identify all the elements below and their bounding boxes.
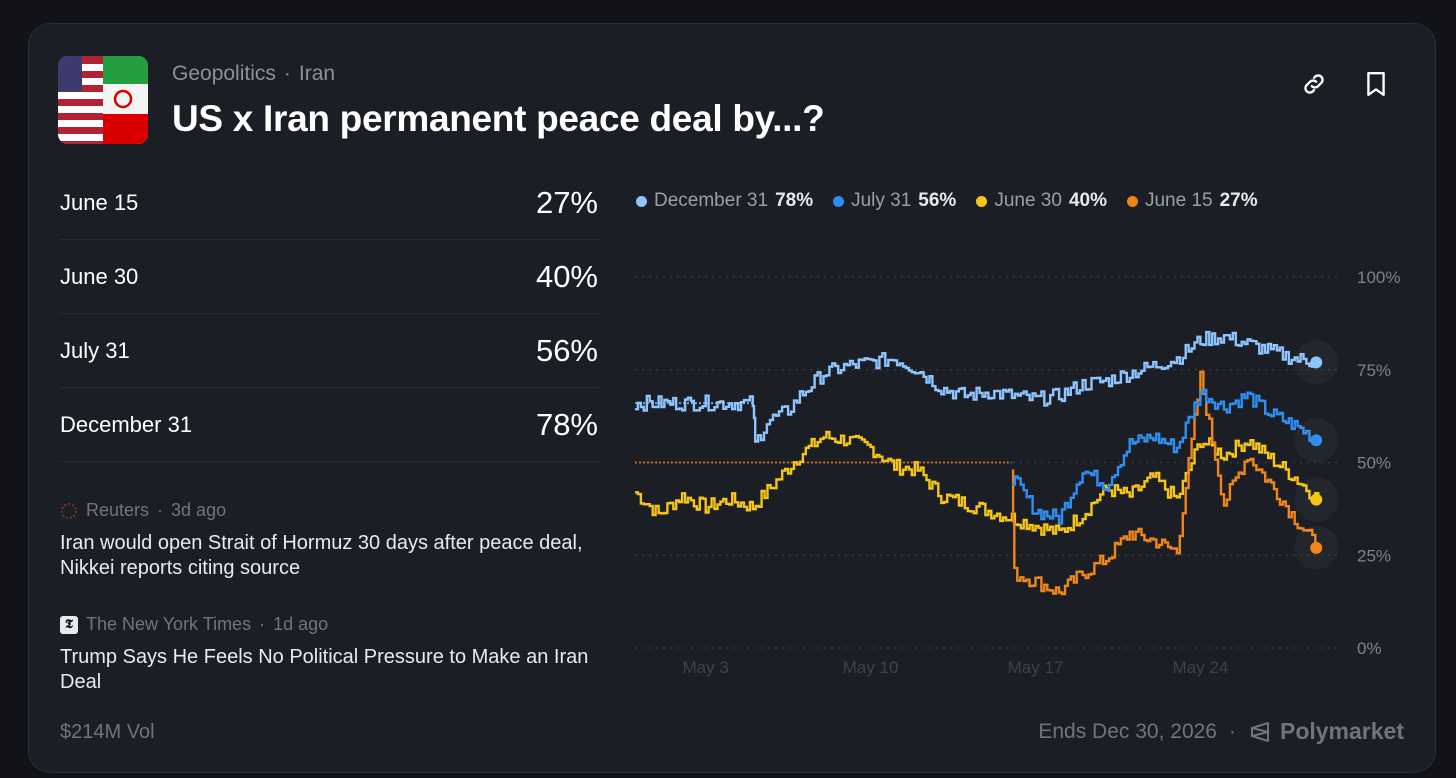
news-headline: Iran would open Strait of Hormuz 30 days… xyxy=(60,532,583,579)
legend-dot xyxy=(1126,195,1138,207)
polymarket-logo-icon xyxy=(1250,721,1269,742)
link-icon xyxy=(1304,74,1324,94)
breadcrumb-subcategory[interactable]: Iran xyxy=(298,62,336,85)
legend-value: 78% xyxy=(775,190,814,211)
outcome-row[interactable]: June 30 40% xyxy=(60,240,598,314)
footer-info: Ends Dec 30, 2026 · Polymarket xyxy=(1038,718,1404,745)
news-dot: · xyxy=(259,614,266,634)
outcome-percent: 56% xyxy=(535,332,598,368)
breadcrumb-separator: · xyxy=(283,62,291,85)
end-date: Ends Dec 30, 2026 xyxy=(1038,719,1217,743)
series-line xyxy=(635,330,1320,443)
footer-dot: · xyxy=(1228,719,1236,743)
volume-label: $214M Vol xyxy=(60,721,155,743)
news-item[interactable]: 𝕿 The New York Times · 1d ago Trump Says… xyxy=(60,614,600,695)
legend-item[interactable]: December 31 78% xyxy=(636,190,813,212)
brand-link[interactable]: Polymarket xyxy=(1248,718,1404,745)
outcome-label: December 31 xyxy=(60,411,193,437)
outcome-percent: 27% xyxy=(535,184,598,220)
news-source: Reuters xyxy=(86,500,150,520)
reuters-logo-icon xyxy=(61,502,77,519)
legend-dot xyxy=(636,195,647,207)
legend-item[interactable]: June 30 40% xyxy=(976,190,1107,212)
outcome-label: July 31 xyxy=(60,337,130,363)
outcome-label: June 30 xyxy=(60,263,139,289)
copy-link-button[interactable] xyxy=(1294,64,1334,104)
news-time: 3d ago xyxy=(171,500,227,520)
news-headline: Trump Says He Feels No Political Pressur… xyxy=(60,646,589,693)
y-tick-label: 75% xyxy=(1357,361,1391,380)
breadcrumb: Geopolitics · Iran xyxy=(172,62,335,86)
y-tick-label: 100% xyxy=(1357,268,1400,287)
legend-dot xyxy=(833,195,845,207)
market-title: US x Iran permanent peace deal by...? xyxy=(172,98,825,139)
us-iran-flag-image xyxy=(58,56,148,144)
outcome-list: June 15 27% June 30 40% July 31 56% Dece… xyxy=(60,166,598,462)
chart-legend: December 31 78% July 31 56% June 30 40% … xyxy=(636,190,1258,212)
series-line xyxy=(1011,370,1320,596)
x-tick-label: May 24 xyxy=(1173,658,1229,677)
legend-item[interactable]: June 15 27% xyxy=(1126,190,1258,212)
series-line xyxy=(635,430,1320,536)
legend-value: 56% xyxy=(918,190,957,211)
y-tick-label: 0% xyxy=(1357,639,1382,658)
y-tick-label: 25% xyxy=(1357,546,1391,565)
y-tick-label: 50% xyxy=(1357,454,1391,473)
news-time: 1d ago xyxy=(273,614,329,634)
legend-label: June 15 xyxy=(1144,190,1213,211)
outcome-row[interactable]: July 31 56% xyxy=(60,314,598,388)
legend-label: July 31 xyxy=(851,190,912,211)
legend-label: December 31 xyxy=(654,190,769,211)
news-dot: · xyxy=(157,500,164,520)
x-tick-label: May 10 xyxy=(843,658,899,677)
outcome-label: June 15 xyxy=(60,189,139,215)
legend-value: 27% xyxy=(1219,190,1258,211)
x-tick-label: May 17 xyxy=(1008,658,1064,677)
nyt-logo-icon: 𝕿 xyxy=(60,615,78,634)
legend-value: 40% xyxy=(1068,190,1107,211)
outcome-row[interactable]: December 31 78% xyxy=(60,388,598,462)
series-line xyxy=(1011,388,1319,525)
breadcrumb-category[interactable]: Geopolitics xyxy=(172,62,276,85)
end-marker-dot xyxy=(1310,541,1323,554)
legend-dot xyxy=(976,195,988,207)
legend-label: June 30 xyxy=(994,190,1062,211)
end-marker-dot xyxy=(1310,356,1323,369)
news-item[interactable]: Reuters · 3d ago Iran would open Strait … xyxy=(60,500,600,581)
bookmark-button[interactable] xyxy=(1356,64,1396,104)
end-marker-dot xyxy=(1310,434,1323,447)
outcome-percent: 40% xyxy=(535,258,598,294)
outcome-percent: 78% xyxy=(535,406,598,442)
brand-name: Polymarket xyxy=(1279,718,1404,744)
end-marker-dot xyxy=(1310,493,1323,506)
bookmark-icon xyxy=(1367,71,1385,97)
outcome-row[interactable]: June 15 27% xyxy=(60,166,598,240)
news-source: The New York Times xyxy=(86,614,252,634)
x-tick-label: May 3 xyxy=(683,658,729,677)
legend-item[interactable]: July 31 56% xyxy=(833,190,956,212)
